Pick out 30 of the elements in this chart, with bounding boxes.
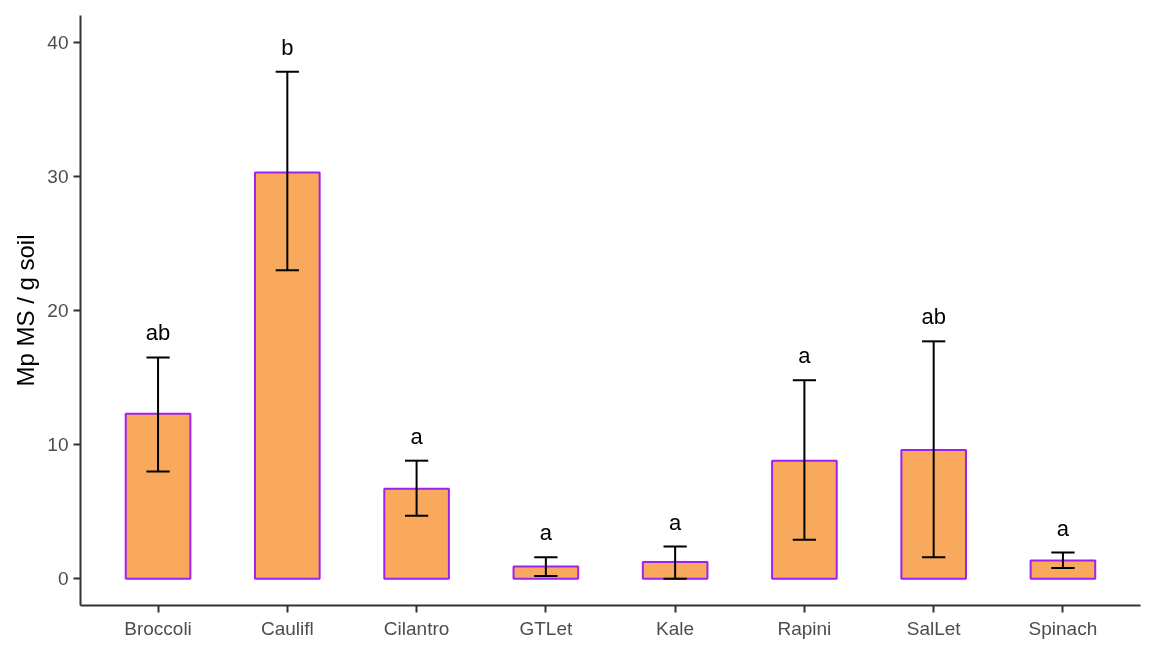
bar — [900, 448, 967, 580]
x-tick-label: GTLet — [519, 617, 573, 639]
x-tick-label: Cilantro — [383, 617, 450, 639]
bar — [641, 560, 709, 580]
x-tick-label: Broccoli — [124, 617, 192, 639]
annotation: ab — [921, 304, 946, 330]
annotation: a — [669, 509, 683, 535]
x-tick-label: Kale — [656, 617, 695, 639]
bar — [124, 412, 192, 580]
bar — [1029, 559, 1097, 580]
x-tick-label: SalLet — [906, 617, 962, 639]
x-tick-label: Caulifl — [260, 617, 314, 639]
y-tick-label: 0 — [57, 568, 69, 590]
annotation: a — [410, 423, 424, 449]
x-tick-label: Spinach — [1028, 617, 1098, 639]
y-axis-title: Mp MS / g soil — [12, 234, 40, 387]
annotation: a — [539, 520, 553, 546]
bar — [771, 459, 838, 580]
y-tick-label: 40 — [47, 31, 69, 53]
bar — [512, 565, 580, 580]
y-tick-label: 10 — [47, 434, 69, 456]
x-tick-label: Rapini — [777, 617, 832, 639]
annotation: a — [1056, 515, 1070, 541]
y-tick-label: 30 — [47, 165, 69, 187]
bar — [254, 171, 321, 580]
annotation: b — [281, 34, 294, 60]
annotation: ab — [145, 320, 171, 346]
bar — [383, 487, 450, 580]
y-tick-label: 20 — [47, 300, 69, 321]
annotation: a — [798, 343, 812, 369]
